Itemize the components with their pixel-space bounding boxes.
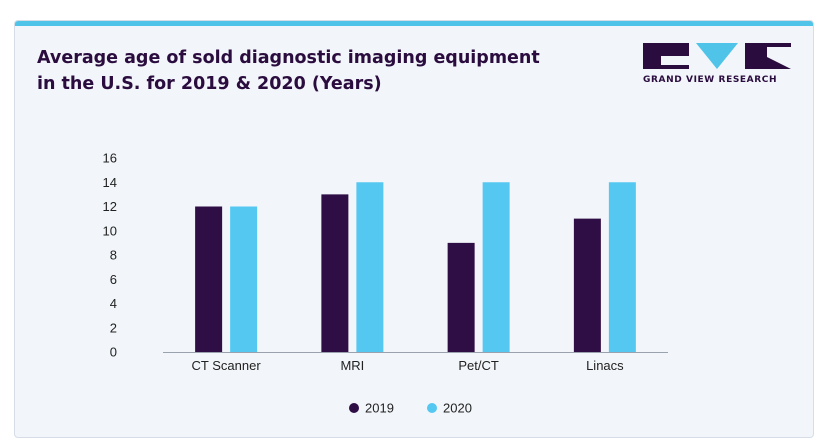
legend-swatch-2020 [427,403,437,413]
chart-title-line-1: Average age of sold diagnostic imaging e… [37,48,540,68]
y-tick-label: 4 [110,296,117,311]
bar-2019-pet-ct [447,242,475,352]
legend-label-2020: 2020 [443,401,472,416]
x-axis-category-labels: CT Scanner MRI Pet/CT Linacs [192,358,625,373]
y-axis-tick-labels: 0 2 4 6 8 10 12 14 16 [103,151,117,360]
chart-title: Average age of sold diagnostic imaging e… [37,45,597,97]
y-tick-label: 2 [110,320,117,335]
legend-swatch-2019 [349,403,359,413]
bar-2020-linacs [608,182,636,352]
bar-2020-pet-ct [482,182,510,352]
x-category-label: Linacs [586,358,624,373]
y-tick-label: 14 [103,175,117,190]
bar-2020-ct-scanner [230,206,258,352]
y-tick-label: 16 [103,151,117,166]
logo-mark-icon [643,43,791,69]
logo-text: GRAND VIEW RESEARCH [643,75,778,85]
legend: 2019 2020 [349,401,472,416]
grand-view-research-logo: GRAND VIEW RESEARCH [643,43,793,93]
legend-label-2019: 2019 [365,401,394,416]
bars [195,182,636,352]
x-category-label: Pet/CT [458,358,499,373]
y-tick-label: 6 [110,272,117,287]
x-category-label: MRI [340,358,364,373]
chart-title-line-2: in the U.S. for 2019 & 2020 (Years) [37,74,382,94]
y-tick-label: 10 [103,223,117,238]
bar-2019-mri [321,194,349,352]
accent-bar [15,21,813,26]
y-tick-label: 0 [110,345,117,360]
bar-2020-mri [356,182,384,352]
x-category-label: CT Scanner [192,358,262,373]
bar-2019-ct-scanner [195,206,223,352]
y-tick-label: 8 [110,248,117,263]
chart-card: Average age of sold diagnostic imaging e… [14,20,814,438]
y-tick-label: 12 [103,199,117,214]
bar-2019-linacs [573,218,601,352]
